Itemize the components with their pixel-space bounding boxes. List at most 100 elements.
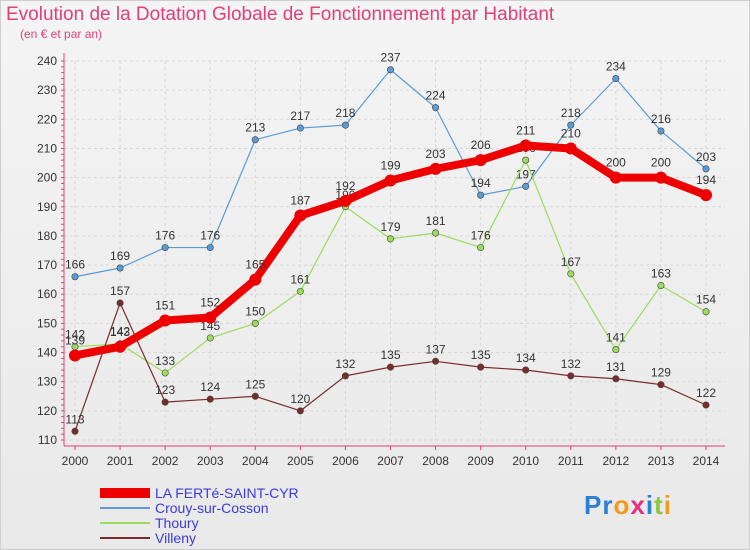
data-label-crouy-sur-cosson: 237 bbox=[380, 51, 400, 65]
data-point-crouy-sur-cosson bbox=[612, 74, 620, 82]
data-point-thoury bbox=[296, 287, 304, 295]
data-point-thoury bbox=[432, 229, 440, 237]
legend-label: Villeny bbox=[155, 530, 196, 546]
data-point-crouy-sur-cosson bbox=[206, 244, 214, 252]
chart-title: Evolution de la Dotation Globale de Fonc… bbox=[6, 4, 555, 25]
data-point-villeny bbox=[71, 427, 79, 435]
data-point-villeny bbox=[386, 363, 394, 371]
data-label-crouy-sur-cosson: 194 bbox=[471, 176, 491, 190]
x-tick-label: 2007 bbox=[377, 454, 404, 468]
x-tick-label: 2002 bbox=[152, 454, 179, 468]
data-point-thoury bbox=[161, 369, 169, 377]
data-point-la-fert-saint-cyr bbox=[700, 189, 712, 202]
data-label-villeny: 123 bbox=[155, 383, 175, 397]
data-point-villeny bbox=[206, 395, 214, 403]
data-label-villeny: 157 bbox=[110, 284, 130, 298]
data-point-la-fert-saint-cyr bbox=[384, 174, 397, 187]
data-label-la-fert-saint-cyr: 206 bbox=[471, 138, 491, 152]
data-point-la-fert-saint-cyr bbox=[564, 142, 577, 155]
y-tick-label: 110 bbox=[38, 433, 57, 447]
data-label-villeny: 129 bbox=[651, 366, 671, 380]
data-label-la-fert-saint-cyr: 139 bbox=[65, 333, 85, 347]
data-label-villeny: 125 bbox=[245, 377, 265, 391]
data-label-thoury: 179 bbox=[380, 220, 400, 234]
data-label-crouy-sur-cosson: 217 bbox=[290, 109, 310, 123]
data-label-crouy-sur-cosson: 176 bbox=[155, 229, 175, 243]
legend-swatch bbox=[100, 537, 150, 539]
data-label-thoury: 154 bbox=[696, 293, 716, 307]
data-point-la-fert-saint-cyr bbox=[249, 273, 262, 286]
x-tick-label: 2008 bbox=[422, 454, 449, 468]
legend-swatch bbox=[100, 522, 150, 524]
x-tick-label: 2010 bbox=[512, 454, 539, 468]
data-point-la-fert-saint-cyr bbox=[69, 349, 81, 362]
data-point-crouy-sur-cosson bbox=[657, 127, 665, 135]
data-label-crouy-sur-cosson: 176 bbox=[200, 229, 220, 243]
data-point-thoury bbox=[702, 308, 710, 316]
x-tick-label: 2006 bbox=[332, 454, 359, 468]
y-tick-label: 200 bbox=[37, 171, 57, 185]
data-point-crouy-sur-cosson bbox=[71, 273, 79, 281]
legend-swatch bbox=[100, 507, 150, 509]
data-point-crouy-sur-cosson bbox=[386, 66, 394, 74]
data-label-crouy-sur-cosson: 213 bbox=[245, 121, 265, 135]
data-point-crouy-sur-cosson bbox=[477, 191, 485, 199]
data-point-crouy-sur-cosson bbox=[116, 264, 124, 272]
data-label-la-fert-saint-cyr: 165 bbox=[245, 258, 265, 272]
data-point-la-fert-saint-cyr bbox=[654, 171, 667, 184]
legend-label: LA FERTé-SAINT-CYR bbox=[155, 485, 299, 501]
data-point-villeny bbox=[522, 366, 530, 374]
data-point-villeny bbox=[477, 363, 485, 371]
x-tick-label: 2012 bbox=[603, 454, 630, 468]
y-tick-label: 120 bbox=[37, 404, 57, 418]
data-point-crouy-sur-cosson bbox=[341, 121, 349, 129]
data-label-la-fert-saint-cyr: 203 bbox=[426, 147, 446, 161]
data-label-crouy-sur-cosson: 169 bbox=[110, 249, 130, 263]
data-label-thoury: 141 bbox=[606, 331, 626, 345]
x-tick-label: 2004 bbox=[242, 454, 269, 468]
data-label-thoury: 145 bbox=[200, 319, 220, 333]
data-point-villeny bbox=[296, 407, 304, 415]
data-label-crouy-sur-cosson: 218 bbox=[561, 106, 581, 120]
data-point-villeny bbox=[432, 357, 440, 365]
data-label-villeny: 120 bbox=[290, 392, 310, 406]
data-label-la-fert-saint-cyr: 142 bbox=[110, 325, 130, 339]
data-point-thoury bbox=[567, 270, 575, 278]
data-point-la-fert-saint-cyr bbox=[339, 194, 352, 207]
data-point-villeny bbox=[702, 401, 710, 409]
chart-subtitle: (en € et par an) bbox=[20, 27, 103, 41]
data-point-la-fert-saint-cyr bbox=[204, 311, 217, 324]
data-label-la-fert-saint-cyr: 199 bbox=[380, 159, 400, 173]
y-tick-label: 180 bbox=[37, 229, 57, 243]
data-label-thoury: 163 bbox=[651, 266, 671, 280]
x-tick-label: 2000 bbox=[62, 454, 89, 468]
x-tick-label: 2005 bbox=[287, 454, 314, 468]
line-chart: 110 120 130 140 150 160 170 180 190 200 210 220 230 2… bbox=[37, 51, 725, 468]
x-tick-label: 2014 bbox=[693, 454, 720, 468]
data-point-crouy-sur-cosson bbox=[432, 104, 440, 112]
data-point-crouy-sur-cosson bbox=[161, 244, 169, 252]
data-label-crouy-sur-cosson: 166 bbox=[65, 258, 85, 272]
data-label-thoury: 143 bbox=[110, 325, 130, 339]
x-tick-label: 2003 bbox=[197, 454, 224, 468]
data-label-la-fert-saint-cyr: 151 bbox=[155, 298, 175, 312]
data-label-villeny: 134 bbox=[516, 351, 536, 365]
y-tick-label: 230 bbox=[37, 83, 57, 97]
data-point-crouy-sur-cosson bbox=[702, 165, 710, 173]
data-label-la-fert-saint-cyr: 211 bbox=[516, 124, 535, 138]
data-label-la-fert-saint-cyr: 152 bbox=[200, 296, 220, 310]
data-point-la-fert-saint-cyr bbox=[294, 209, 307, 222]
data-point-crouy-sur-cosson bbox=[522, 182, 530, 190]
data-point-la-fert-saint-cyr bbox=[474, 154, 487, 167]
data-point-la-fert-saint-cyr bbox=[519, 139, 532, 152]
data-label-crouy-sur-cosson: 218 bbox=[335, 106, 355, 120]
data-point-thoury bbox=[657, 281, 665, 289]
x-tick-label: 2011 bbox=[558, 454, 584, 468]
data-point-thoury bbox=[251, 319, 259, 327]
data-label-la-fert-saint-cyr: 192 bbox=[335, 179, 355, 193]
data-label-villeny: 132 bbox=[335, 357, 355, 371]
data-label-thoury: 150 bbox=[245, 304, 265, 318]
data-point-thoury bbox=[477, 244, 485, 252]
data-label-thoury: 176 bbox=[471, 229, 491, 243]
